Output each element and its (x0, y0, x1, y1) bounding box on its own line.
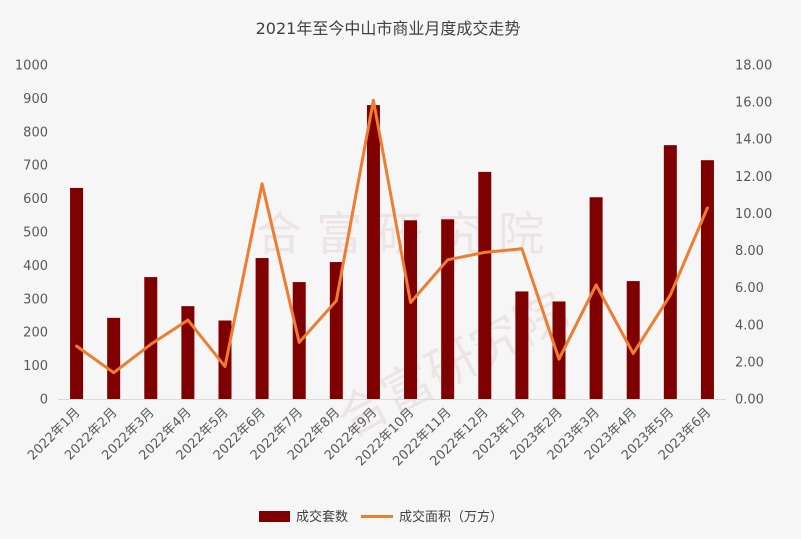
right-tick-label: 6.00 (735, 281, 764, 296)
left-tick-label: 0 (40, 393, 48, 408)
left-tick-label: 200 (23, 326, 48, 341)
left-axis-ticks: 0 100 200 300 400 500 600 700 800 900 1000 (15, 59, 48, 408)
line-series (75, 98, 709, 375)
bar (663, 145, 677, 399)
bar (366, 105, 380, 399)
left-tick-label: 100 (23, 359, 48, 374)
legend-line-label: 成交面积（万方） (399, 509, 503, 525)
area-line (75, 98, 709, 375)
right-tick-label: 0.00 (735, 393, 764, 408)
left-tick-label: 800 (23, 125, 48, 140)
legend-bar-label: 成交套数 (296, 509, 348, 525)
bar (404, 220, 418, 399)
bar (181, 306, 195, 399)
bar (478, 171, 492, 399)
left-tick-label: 1000 (15, 59, 48, 74)
bar (626, 281, 640, 399)
legend: 成交套数 成交面积（万方） (259, 509, 503, 525)
right-tick-label: 14.00 (735, 133, 772, 148)
right-tick-label: 10.00 (735, 207, 772, 222)
left-tick-label: 900 (23, 92, 48, 107)
bar (255, 258, 269, 399)
left-tick-label: 500 (23, 226, 48, 241)
right-tick-label: 16.00 (735, 96, 772, 111)
left-tick-label: 300 (23, 292, 48, 307)
bar (441, 219, 455, 399)
chart-title: 2021年至今中山市商业月度成交走势 (256, 19, 521, 38)
bar (700, 160, 714, 399)
right-tick-label: 18.00 (735, 59, 772, 74)
left-tick-label: 600 (23, 192, 48, 207)
left-tick-label: 400 (23, 259, 48, 274)
bar (70, 187, 84, 399)
bar (515, 291, 529, 399)
right-tick-label: 8.00 (735, 244, 764, 259)
bar (589, 197, 603, 399)
bar (107, 317, 121, 399)
bar (552, 301, 566, 399)
right-tick-label: 4.00 (735, 318, 764, 333)
right-tick-label: 12.00 (735, 170, 772, 185)
bar (329, 262, 343, 399)
bar (144, 277, 158, 399)
right-tick-label: 2.00 (735, 355, 764, 370)
left-tick-label: 700 (23, 159, 48, 174)
legend-bar-swatch (259, 511, 290, 522)
right-axis-ticks: 0.00 2.00 4.00 6.00 8.00 10.00 12.00 14.00 16.00… (735, 59, 772, 408)
